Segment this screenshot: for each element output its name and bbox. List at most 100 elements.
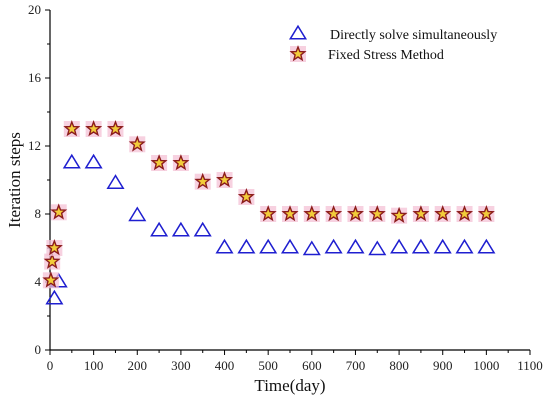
star-marker [325, 205, 343, 222]
star-marker [237, 188, 255, 205]
x-tick-label: 100 [84, 358, 104, 373]
star-point [216, 171, 234, 188]
star-point [42, 271, 60, 289]
x-tick-label: 800 [389, 358, 409, 373]
x-tick-label: 900 [433, 358, 453, 373]
legend-star-marker [289, 45, 307, 62]
x-tick-label: 600 [302, 358, 322, 373]
star-marker [259, 205, 277, 222]
star-point [50, 203, 68, 221]
star-point [346, 205, 364, 222]
star-point [456, 205, 474, 222]
star-marker [43, 252, 61, 269]
star-marker [63, 120, 81, 137]
triangle-point [106, 174, 125, 189]
legend-label-directly-solve: Directly solve simultaneously [330, 28, 497, 43]
triangle-point [411, 238, 430, 254]
star-point [259, 205, 277, 222]
x-tick-label: 500 [258, 358, 278, 373]
triangle-point [324, 238, 343, 254]
star-marker [128, 135, 146, 152]
star-marker [150, 154, 168, 171]
star-marker [85, 120, 103, 137]
star-point [194, 172, 212, 190]
triangle-point [477, 238, 496, 254]
star-point [434, 205, 452, 222]
legend-label-fixed-stress: Fixed Stress Method [328, 48, 444, 63]
y-tick-label: 0 [35, 342, 42, 357]
x-axis-ticks: 0 100 200 300 400 500 600 700 800 900 1000 1100 [47, 350, 543, 373]
legend-star [289, 45, 307, 62]
star-point [63, 120, 81, 137]
x-tick-label: 200 [128, 358, 148, 373]
triangle-point [237, 238, 256, 254]
star-point [172, 154, 190, 171]
star-point [303, 205, 321, 222]
star-marker [45, 239, 63, 256]
star-marker [434, 205, 452, 222]
star-marker [106, 120, 124, 137]
x-tick-label: 700 [346, 358, 366, 373]
triangle-point [280, 238, 300, 254]
triangle-point [390, 238, 409, 254]
star-point [325, 205, 343, 222]
triangle-point [368, 240, 387, 256]
x-tick-label: 300 [171, 358, 191, 373]
y-tick-label: 16 [28, 70, 42, 85]
y-axis-title: Iteration steps [5, 132, 24, 228]
star-marker [456, 205, 474, 222]
star-point [45, 239, 63, 256]
legend-triangle-marker [288, 24, 308, 40]
x-tick-label: 1000 [473, 358, 499, 373]
triangle-point [62, 153, 81, 169]
star-point [43, 252, 61, 270]
star-point [85, 120, 103, 137]
star-point [412, 205, 430, 222]
star-marker [368, 205, 386, 222]
x-tick-label: 0 [47, 358, 54, 373]
star-marker [172, 154, 190, 171]
star-marker [346, 205, 364, 222]
triangle-point [455, 238, 474, 254]
x-axis-title: Time(day) [254, 376, 325, 395]
triangle-point [128, 206, 147, 222]
star-marker [216, 171, 234, 188]
y-tick-label: 4 [35, 274, 42, 289]
star-marker [477, 205, 495, 222]
triangle-point [84, 153, 103, 169]
star-marker [281, 205, 299, 222]
x-tick-label: 1100 [517, 358, 543, 373]
star-point [237, 188, 255, 205]
y-tick-label: 20 [28, 2, 41, 17]
y-tick-label: 8 [35, 206, 42, 221]
star-point [477, 205, 495, 222]
star-marker [42, 271, 60, 288]
triangle-point [215, 238, 234, 254]
star-point [368, 205, 386, 222]
star-point [128, 135, 146, 153]
star-point [150, 154, 168, 171]
star-marker [303, 205, 321, 222]
triangle-point [259, 238, 278, 254]
triangle-point [150, 221, 169, 237]
y-tick-label: 12 [28, 138, 41, 153]
triangle-point [433, 238, 452, 254]
star-marker [289, 45, 307, 62]
star-point [390, 206, 408, 224]
plot-area: 0 100 200 300 400 500 600 700 800 900 1000 1100 0 4 8… [28, 2, 543, 373]
legend-item-directly-solve: Directly solve simultaneously [288, 24, 497, 43]
x-tick-label: 400 [215, 358, 235, 373]
star-marker [390, 206, 408, 224]
star-point [281, 205, 299, 222]
star-marker [194, 172, 212, 190]
star-marker [50, 203, 68, 220]
series-directly-solve [45, 153, 496, 305]
star-point [106, 120, 124, 137]
triangle-point [171, 221, 190, 237]
triangle-point [45, 289, 64, 305]
series-fixed-stress [42, 120, 495, 289]
triangle-point [346, 238, 365, 254]
triangle-point [302, 240, 321, 256]
y-axis-ticks: 0 4 8 12 16 20 [28, 2, 50, 357]
